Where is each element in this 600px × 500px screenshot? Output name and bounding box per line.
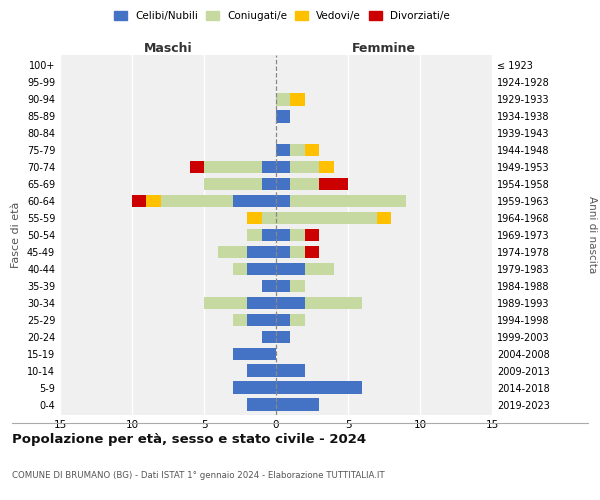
Bar [161,194,233,207]
Bar [290,194,406,207]
Bar [276,144,290,156]
Bar [204,178,262,190]
Bar [204,296,247,310]
Bar [262,160,276,173]
Bar [233,194,276,207]
Bar [276,178,290,190]
Bar [132,194,146,207]
Bar [146,194,161,207]
Bar [276,314,290,326]
Bar [276,364,305,377]
Bar [247,246,276,258]
Bar [319,178,348,190]
Bar [233,348,276,360]
Bar [233,262,247,276]
Bar [247,296,276,310]
Bar [262,228,276,241]
Bar [262,178,276,190]
Bar [290,280,305,292]
Bar [305,296,362,310]
Bar [276,280,290,292]
Bar [262,212,276,224]
Bar [276,160,290,173]
Bar [319,160,334,173]
Bar [305,246,319,258]
Bar [305,144,319,156]
Bar [276,110,290,122]
Bar [290,144,305,156]
Text: Femmine: Femmine [352,42,416,54]
Text: Maschi: Maschi [143,42,193,54]
Bar [290,314,305,326]
Bar [190,160,204,173]
Bar [247,314,276,326]
Bar [247,398,276,411]
Bar [233,314,247,326]
Bar [290,160,319,173]
Bar [290,93,305,106]
Bar [233,382,276,394]
Bar [305,262,334,276]
Bar [276,330,290,344]
Bar [290,246,305,258]
Bar [262,330,276,344]
Bar [276,398,319,411]
Text: COMUNE DI BRUMANO (BG) - Dati ISTAT 1° gennaio 2024 - Elaborazione TUTTITALIA.IT: COMUNE DI BRUMANO (BG) - Dati ISTAT 1° g… [12,470,385,480]
Bar [276,262,305,276]
Bar [276,93,290,106]
Bar [218,246,247,258]
Bar [247,364,276,377]
Bar [305,228,319,241]
Bar [276,194,290,207]
Bar [276,212,377,224]
Bar [290,228,305,241]
Bar [276,382,362,394]
Legend: Celibi/Nubili, Coniugati/e, Vedovi/e, Divorziati/e: Celibi/Nubili, Coniugati/e, Vedovi/e, Di… [111,8,453,24]
Bar [276,228,290,241]
Text: Popolazione per età, sesso e stato civile - 2024: Popolazione per età, sesso e stato civil… [12,432,366,446]
Bar [247,212,262,224]
Bar [290,178,319,190]
Bar [276,246,290,258]
Bar [204,160,262,173]
Bar [377,212,391,224]
Bar [276,296,305,310]
Text: Anni di nascita: Anni di nascita [587,196,597,274]
Y-axis label: Fasce di età: Fasce di età [11,202,21,268]
Bar [247,262,276,276]
Bar [262,280,276,292]
Bar [247,228,262,241]
